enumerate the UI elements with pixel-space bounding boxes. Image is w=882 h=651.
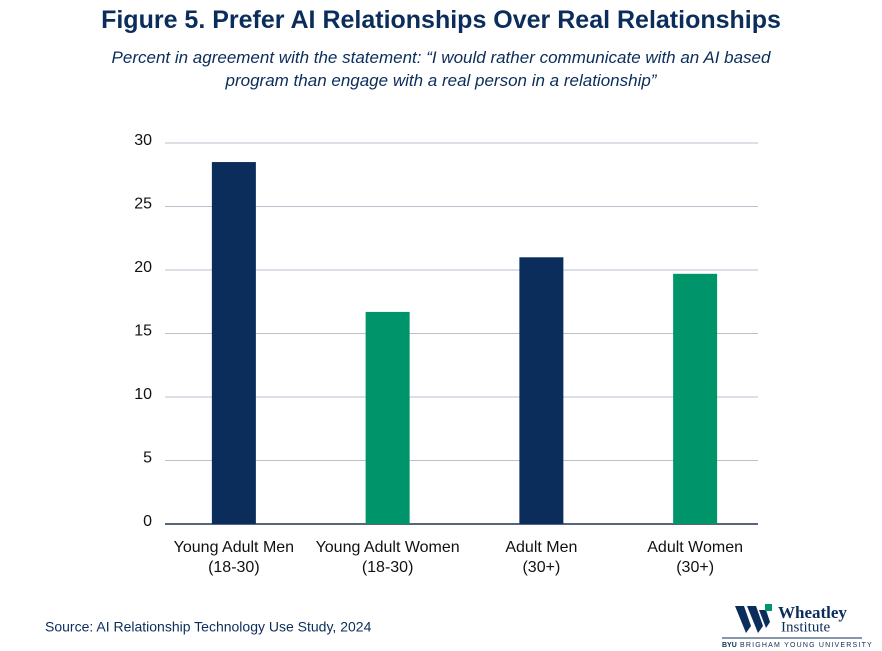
- bar: [211, 162, 256, 525]
- x-tick-label: Adult Men: [505, 539, 577, 556]
- logo-byu: BYU: [722, 642, 737, 649]
- y-tick-label: 0: [143, 513, 152, 530]
- y-tick-label: 15: [134, 323, 152, 340]
- logo-mark: [765, 604, 772, 611]
- logo-university: BRIGHAM YOUNG UNIVERSITY: [740, 642, 873, 649]
- x-tick-label: (18-30): [362, 559, 414, 576]
- logo-mark: [735, 606, 751, 633]
- bar: [519, 257, 564, 524]
- logo: Wheatley Institute BYU BRIGHAM YOUNG UNI…: [722, 603, 873, 649]
- logo-subname: Institute: [781, 619, 831, 635]
- y-tick-label: 25: [134, 196, 152, 213]
- x-tick-label: (30+): [522, 559, 560, 576]
- y-tick-label: 20: [134, 259, 152, 276]
- y-tick-label: 10: [134, 386, 152, 403]
- logo-mark: [759, 610, 770, 628]
- x-tick-label: Young Adult Men: [174, 539, 294, 556]
- source: Source: AI Relationship Technology Use S…: [45, 619, 372, 635]
- x-tick-label: Adult Women: [647, 539, 743, 556]
- chart-subtitle: Percent in agreement with the statement:…: [111, 48, 771, 90]
- bar: [673, 273, 718, 524]
- x-tick-label: (18-30): [208, 559, 260, 576]
- y-tick-label: 5: [143, 450, 152, 467]
- x-tick-label: Young Adult Women: [316, 539, 460, 556]
- y-tick-label: 30: [134, 132, 152, 149]
- logo-mark: [747, 606, 763, 633]
- logo-name: Wheatley: [778, 603, 847, 622]
- bar: [365, 311, 410, 524]
- chart-title: Figure 5. Prefer AI Relationships Over R…: [101, 6, 781, 34]
- x-tick-label: (30+): [676, 559, 714, 576]
